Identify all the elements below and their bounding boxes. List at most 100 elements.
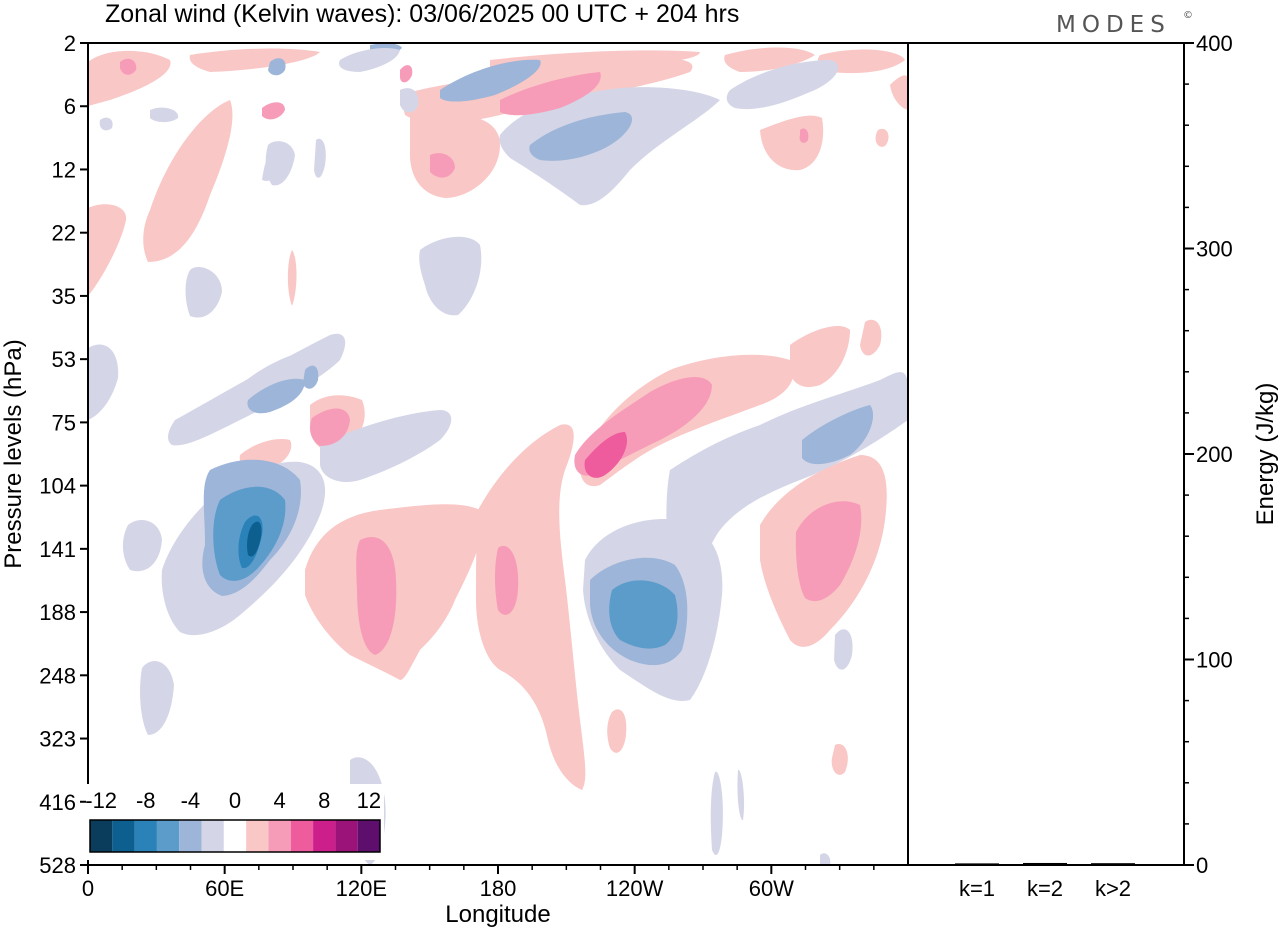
x-tick-label: 0 <box>82 876 94 901</box>
westerly-contour-pos_2 <box>724 47 815 72</box>
westerly-contour-pos_2 <box>287 250 297 306</box>
y-tick-label: 141 <box>39 537 76 562</box>
westerly-contour-pos_2 <box>88 204 127 296</box>
colorbar-cell <box>90 820 113 852</box>
easterly-contour-neg_2 <box>265 141 295 186</box>
colorbar-cell <box>112 820 135 852</box>
y-tick-label: 2 <box>64 31 76 56</box>
easterly-contour-neg_2 <box>122 520 162 572</box>
x-tick-label: 180 <box>480 876 517 901</box>
colorbar-cell <box>335 820 358 852</box>
colorbar-label: -12 <box>85 788 117 813</box>
x-tick-label: 120E <box>336 876 387 901</box>
colorbar-label: -8 <box>136 788 156 813</box>
colorbar-label: 12 <box>357 788 381 813</box>
westerly-contour-pos_2 <box>88 50 171 106</box>
energy-tick-label: 300 <box>1196 237 1233 262</box>
easterly-contour-neg_4 <box>440 59 541 102</box>
y-tick-label: 104 <box>39 474 76 499</box>
westerly-contour-pos_2 <box>189 48 320 72</box>
easterly-contour-neg_2 <box>320 410 452 483</box>
easterly-contour-neg_2 <box>99 117 113 131</box>
easterly-contour-neg_2 <box>710 771 723 855</box>
colorbar-cell <box>179 820 202 852</box>
easterly-contour-neg_4 <box>303 365 319 389</box>
easterly-contour-neg_2 <box>400 88 419 113</box>
modes-logo-mark: © <box>1183 10 1193 21</box>
y-tick-label: 248 <box>39 663 76 688</box>
heatmap-panel: 0 60E 120E 180 120W 60W 2 6 12 22 35 53 75 104 141 188… <box>0 31 909 928</box>
energy-tick-label: 200 <box>1196 442 1233 467</box>
y-tick-label: 75 <box>52 410 76 435</box>
colorbar-labels: -12 -8 -4 0 4 8 12 <box>85 788 381 813</box>
westerly-contour-pos_2 <box>875 128 889 147</box>
energy-x-label: k=2 <box>1027 876 1063 901</box>
energy-y-axis: 0 100 200 300 400 <box>1184 31 1233 878</box>
easterly-contour-neg_4 <box>247 378 305 414</box>
colorbar-cell <box>268 820 291 852</box>
westerly-contour-pos_2 <box>789 325 850 388</box>
energy-bar <box>1023 862 1067 865</box>
easterly-contour-neg_2 <box>140 661 174 735</box>
energy-x-label: k>2 <box>1095 876 1131 901</box>
easterly-contour-neg_2 <box>314 138 326 178</box>
energy-x-label: k=1 <box>959 876 995 901</box>
chart-title: Zonal wind (Kelvin waves): 03/06/2025 00… <box>105 0 739 28</box>
energy-frame <box>907 42 1185 866</box>
westerly-contour-pos_4 <box>430 153 455 178</box>
westerly-contour-pos_4 <box>310 408 350 446</box>
y-tick-label: 416 <box>39 790 76 815</box>
easterly-contour-neg_2 <box>820 853 831 865</box>
westerly-contour-pos_4 <box>262 102 285 120</box>
y-tick-label: 12 <box>52 157 76 182</box>
x-tick-label: 60W <box>749 876 794 901</box>
energy-tick-label: 100 <box>1196 648 1233 673</box>
modes-logo-text: MODES <box>1056 12 1171 38</box>
easterly-contour-neg_4 <box>529 112 633 161</box>
westerly-contour-pos_4 <box>795 501 862 602</box>
easterly-contour-neg_2 <box>185 266 222 318</box>
easterly-contour-neg_2 <box>150 107 179 123</box>
y-axis: 2 6 12 22 35 53 75 104 141 188 248 323 416 528 <box>39 31 88 878</box>
easterly-contour-neg_2 <box>419 236 482 316</box>
colorbar-cell <box>357 820 380 852</box>
energy-panel: 0 100 200 300 400 k=1 k=2 k>2 Energy (J/kg) <box>907 31 1279 901</box>
y-tick-label: 528 <box>39 853 76 878</box>
colorbar-cell <box>290 820 314 852</box>
colorbar-cell <box>134 820 157 852</box>
easterly-contour-neg_4 <box>268 58 286 76</box>
easterly-contour-neg_2 <box>88 344 119 420</box>
westerly-contour-pos_4 <box>500 72 601 116</box>
energy-bar <box>955 863 999 866</box>
y-tick-label: 6 <box>64 94 76 119</box>
westerly-contour-pos_2 <box>817 49 905 74</box>
easterly-contour-neg_2 <box>737 769 745 821</box>
heatmap-contours <box>88 43 908 865</box>
colorbar-cell <box>313 820 336 852</box>
easterly-contour-neg_2 <box>726 60 839 110</box>
x-axis: 0 60E 120E 180 120W 60W <box>82 865 875 901</box>
colorbar-cell <box>201 820 224 852</box>
energy-bar <box>1091 863 1135 866</box>
westerly-contour-pos_2 <box>476 424 586 790</box>
x-axis-label: Longitude <box>445 901 550 928</box>
easterly-contour-neg_2 <box>339 48 400 72</box>
colorbar-label: 0 <box>229 788 241 813</box>
y-tick-label: 53 <box>52 347 76 372</box>
westerly-contour-pos_4 <box>495 545 519 615</box>
easterly-contour-neg_2 <box>499 87 720 206</box>
colorbar-label: 4 <box>273 788 285 813</box>
colorbar-cell <box>156 820 180 852</box>
y-axis-label: Pressure levels (hPa) <box>0 339 27 568</box>
westerly-contour-pos_2 <box>760 115 824 171</box>
westerly-contour-pos_2 <box>410 113 500 198</box>
colorbar-cell <box>246 820 269 852</box>
y-tick-label: 323 <box>39 727 76 752</box>
westerly-contour-pos_2 <box>860 319 882 356</box>
y-tick-label: 188 <box>39 600 76 625</box>
y-tick-label: 35 <box>52 284 76 309</box>
colorbar-label: 8 <box>318 788 330 813</box>
colorbar-cells <box>89 819 381 853</box>
colorbar-label: -4 <box>181 788 201 813</box>
